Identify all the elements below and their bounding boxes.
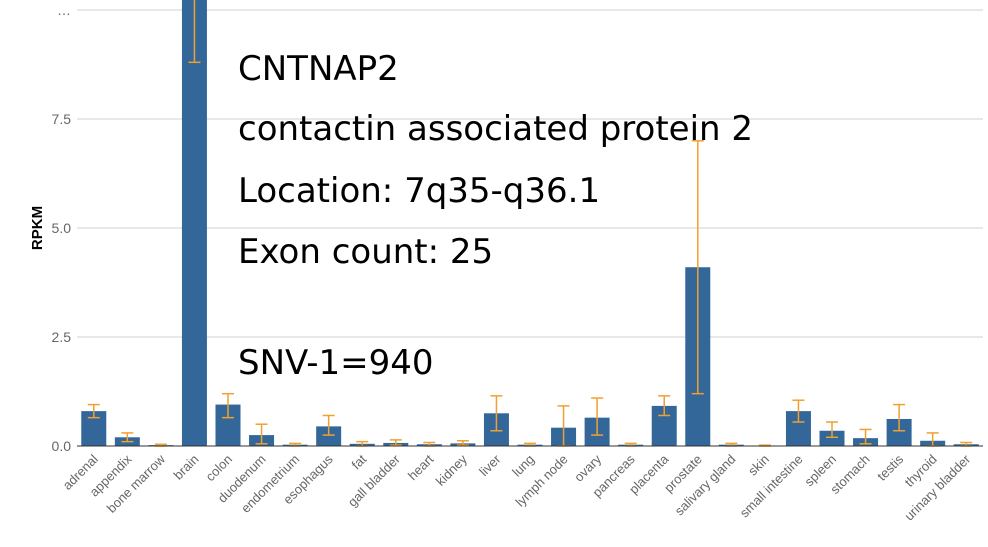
error-bar [255,423,268,445]
error-bar [960,441,973,447]
gene-full-name: contactin associated protein 2 [238,109,754,149]
y-axis-ticks: 0.02.55.07.5…………… [52,2,72,454]
error-bar [490,395,503,432]
error-bar [121,432,134,443]
error-bar [322,414,335,436]
x-tick-label: kidney [433,451,471,489]
x-tick-label: fat [349,451,370,472]
y-tick-label: 2.5 [52,329,72,345]
error-bar [893,403,906,432]
y-tick-label: 5.0 [52,220,72,236]
gene-snv: SNV-1=940 [238,343,434,383]
y-axis-label: RPKM [29,206,46,250]
bar [181,0,207,446]
y-tick-label: 7.5 [52,111,72,127]
error-bar [423,441,436,447]
error-bar [389,439,402,446]
y-tick-label: … [57,2,71,18]
x-tick-label: brain [171,452,202,483]
bar [316,426,342,446]
bar [819,430,845,446]
gene-location: Location: 7q35-q36.1 [238,171,601,211]
gene-symbol: CNTNAP2 [238,49,399,89]
bars [81,0,979,446]
y-tick-label: 0.0 [52,438,72,454]
grid-lines [77,9,983,338]
error-bar [222,392,234,419]
error-bar [87,403,100,419]
x-tick-label: liver [476,451,504,479]
gene-exon-count: Exon count: 25 [238,232,494,272]
error-bar [456,440,469,446]
error-bar [591,397,604,436]
error-bar [188,0,201,64]
error-bar [826,421,838,439]
error-bar [792,399,805,423]
error-bars [87,0,973,447]
error-bar [658,395,671,417]
error-bar [859,428,872,445]
x-tick-label: skin [745,452,772,479]
x-tick-label: lung [509,452,537,480]
error-bar [691,140,704,395]
